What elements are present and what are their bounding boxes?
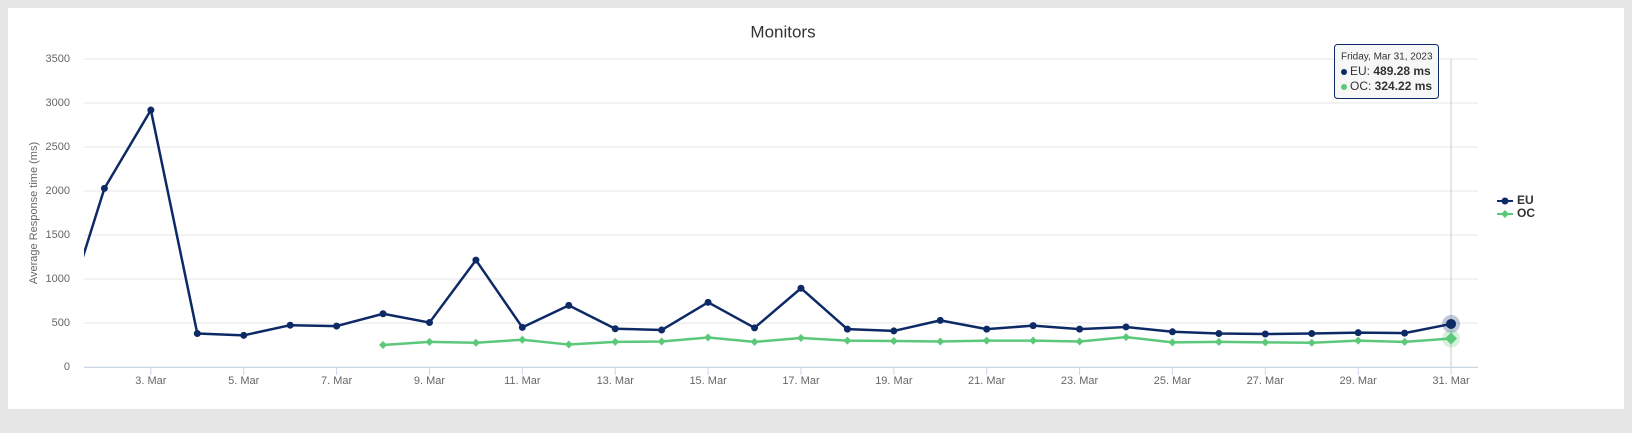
x-tick-label: 9. Mar	[414, 375, 446, 387]
x-tick-label: 31. Mar	[1432, 375, 1470, 387]
legend-marker	[1501, 197, 1509, 205]
marker	[983, 325, 991, 333]
y-tick-label: 2000	[46, 185, 70, 197]
marker	[843, 336, 852, 345]
tooltip-entry: OC: 324.22 ms	[1350, 79, 1432, 93]
marker	[796, 333, 805, 342]
marker	[890, 327, 898, 335]
legend-label[interactable]: EU	[1517, 193, 1534, 207]
marker	[1168, 338, 1177, 347]
tooltip-entry: EU: 489.28 ms	[1350, 64, 1431, 78]
x-tick-label: 13. Mar	[597, 375, 635, 387]
marker	[750, 337, 759, 346]
y-tick-label: 3500	[46, 53, 70, 65]
x-tick-label: 27. Mar	[1247, 375, 1285, 387]
marker	[472, 256, 480, 264]
y-tick-label: 1500	[46, 229, 70, 241]
marker	[1401, 329, 1409, 337]
marker	[518, 323, 526, 331]
tooltip-value: 489.28 ms	[1373, 64, 1431, 78]
series-line	[382, 335, 1452, 347]
marker	[1029, 336, 1038, 345]
marker	[1354, 329, 1362, 337]
tooltip-header: Friday, Mar 31, 2023	[1341, 52, 1433, 63]
x-tick-label: 17. Mar	[782, 375, 820, 387]
chart-title: Monitors	[750, 22, 815, 41]
tooltip-dot	[1341, 84, 1347, 90]
x-tick-label: 7. Mar	[321, 375, 353, 387]
marker	[379, 310, 387, 318]
marker	[193, 330, 201, 338]
marker	[1076, 325, 1084, 333]
marker	[147, 106, 155, 114]
marker	[425, 319, 433, 327]
marker	[657, 337, 666, 346]
tooltip-value: 324.22 ms	[1375, 79, 1433, 93]
marker	[1354, 336, 1363, 345]
legend-label[interactable]: OC	[1517, 206, 1535, 220]
marker	[333, 322, 341, 330]
marker	[1308, 330, 1316, 338]
marker	[1215, 330, 1223, 338]
x-tick-label: 29. Mar	[1340, 375, 1378, 387]
marker	[611, 325, 619, 333]
x-tick-label: 19. Mar	[875, 375, 913, 387]
y-tick-label: 1000	[46, 273, 70, 285]
x-tick-label: 3. Mar	[135, 375, 167, 387]
marker	[982, 336, 991, 345]
marker	[1075, 337, 1084, 346]
marker	[100, 184, 108, 192]
legend-marker	[1501, 210, 1509, 218]
x-tick-label: 15. Mar	[689, 375, 727, 387]
x-tick-label: 11. Mar	[504, 375, 541, 387]
y-tick-label: 500	[52, 317, 70, 329]
marker	[936, 316, 944, 324]
marker	[658, 326, 666, 334]
marker	[1122, 333, 1131, 342]
x-tick-label: 21. Mar	[968, 375, 1006, 387]
marker	[1307, 338, 1316, 347]
x-tick-label: 25. Mar	[1154, 375, 1192, 387]
y-tick-label: 3000	[46, 97, 70, 109]
marker	[286, 321, 294, 329]
tooltip-box	[1334, 44, 1439, 99]
marker	[1261, 330, 1269, 338]
marker	[240, 331, 248, 339]
marker	[936, 337, 945, 346]
marker	[1168, 328, 1176, 336]
marker	[1122, 323, 1130, 331]
marker	[1214, 337, 1223, 346]
tooltip-dot	[1341, 69, 1347, 75]
marker	[565, 301, 573, 309]
marker	[843, 325, 851, 333]
marker	[471, 338, 480, 347]
marker	[611, 337, 620, 346]
marker	[1446, 318, 1457, 329]
x-tick-label: 5. Mar	[228, 375, 260, 387]
marker	[1261, 338, 1270, 347]
y-tick-label: 0	[64, 361, 70, 373]
marker	[1445, 332, 1458, 345]
marker	[797, 284, 805, 292]
marker	[704, 298, 712, 306]
tooltip-series: EU	[1350, 64, 1367, 78]
marker	[1029, 322, 1037, 330]
marker	[564, 340, 573, 349]
x-tick-label: 23. Mar	[1061, 375, 1099, 387]
marker	[425, 337, 434, 346]
marker	[1400, 337, 1409, 346]
tooltip-series: OC	[1350, 79, 1368, 93]
marker	[751, 324, 759, 332]
y-axis-label: Average Response time (ms)	[28, 142, 40, 284]
marker	[379, 341, 388, 349]
marker	[889, 337, 898, 346]
y-tick-label: 2500	[46, 141, 70, 153]
marker	[518, 335, 527, 344]
marker	[704, 333, 713, 342]
